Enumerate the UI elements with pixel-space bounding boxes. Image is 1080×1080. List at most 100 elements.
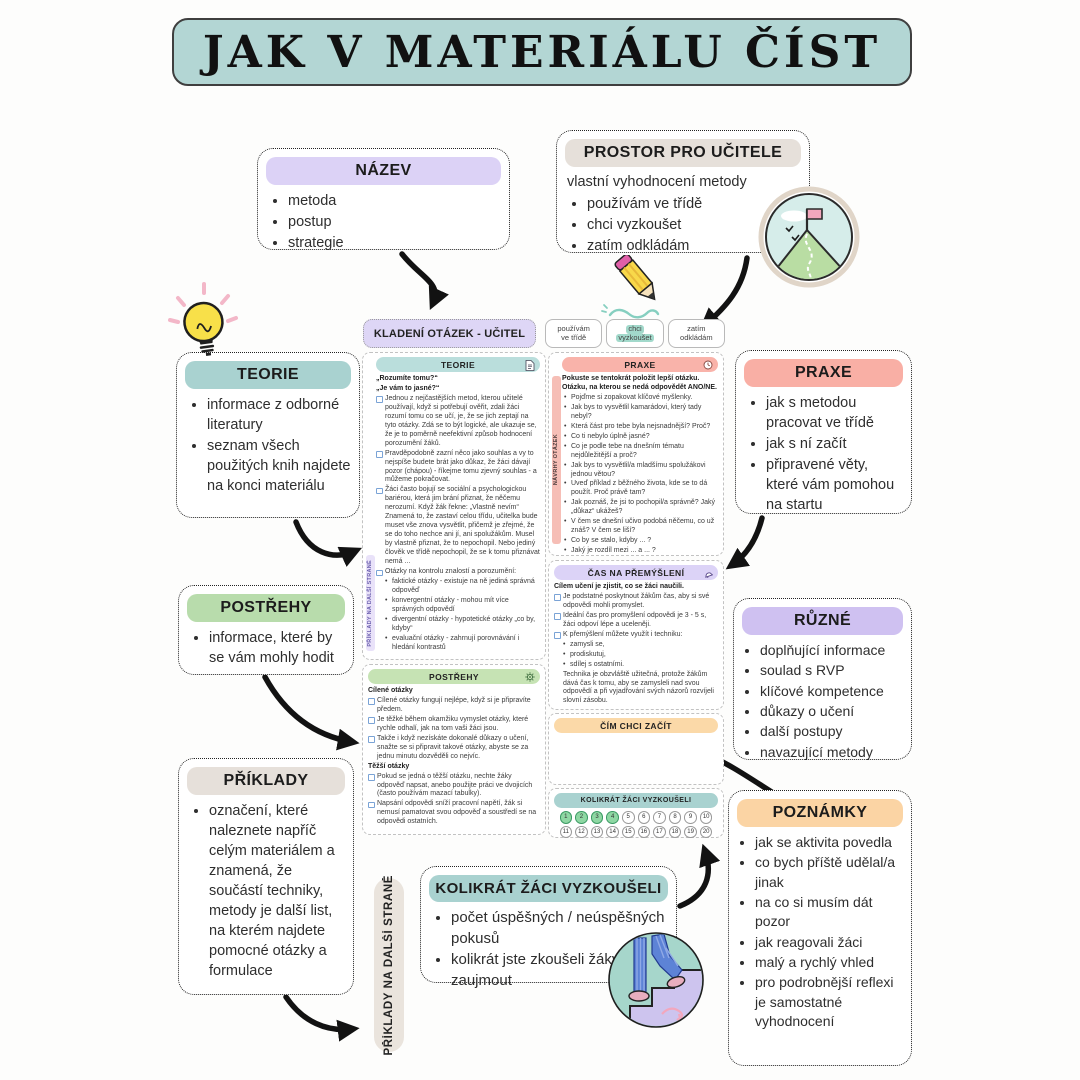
attempt-circle-20[interactable]: 20 [699,825,713,839]
arrow-priklady-to-sidepill [283,994,360,1042]
tab-chci-vyzkouset[interactable]: chci vyzkoušet [606,319,664,348]
arrow-postrehy-to-minipage [262,674,360,751]
tab-zatim-odkladam[interactable]: zatím odkládám [667,319,725,348]
text-block-bullet: Jak poznáš, že jsi to pochopil/a správně… [562,499,718,517]
attempt-circle-1[interactable]: 1 [559,811,573,824]
tab-label: používám [557,323,590,333]
callout-poznamky-title: POZNÁMKY [737,799,903,827]
list-item: soulad s RVP [760,661,903,680]
text-block-sub: sdílej s ostatními. [554,661,718,670]
document-icon [525,359,535,371]
attempt-circle-6[interactable]: 6 [637,811,651,824]
tab-pouzivam-ve-tride[interactable]: používám ve třídě [545,319,603,348]
callout-prostor-pro-ucitele: PROSTOR PRO UČITELE vlastní vyhodnocení … [556,130,810,256]
cim-chci-zacit-input-area[interactable] [554,736,718,780]
attempt-circle-13[interactable]: 13 [590,825,604,839]
list-item: chci vyzkoušet [587,215,801,235]
attempt-circle-16[interactable]: 16 [637,825,651,839]
list-item: jak s metodou pracovat ve třídě [766,393,903,433]
minipage-kolikrat-header: KOLIKRÁT ŽÁCI VYZKOUŠELI [554,793,718,808]
text-block-bold: Pokuste se tentokrát položit lepší otázk… [562,375,717,391]
callout-praxe: PRAXE jak s metodou pracovat ve třídějak… [735,350,912,514]
bell-icon [705,571,713,578]
strip-text: PŘÍKLADY NA DALŠÍ STRANĚ [367,559,373,647]
attempt-circle-15[interactable]: 15 [621,825,635,839]
text-block-bold: Cílem učení je zjistit, co se žáci nauči… [554,583,684,590]
text-block-check: Žáci často bojují se sociální a psycholo… [376,486,540,567]
text-block-bullet: Co ti nebylo úplně jasné? [562,433,718,442]
callout-prostor-title: PROSTOR PRO UČITELE [565,139,801,167]
callout-kolikrat-list: počet úspěšných / neúspěšných pokusůkoli… [429,908,668,992]
list-item: navazující metody [760,743,903,762]
attempt-circle-7[interactable]: 7 [653,811,666,824]
attempt-circle-8[interactable]: 8 [668,811,682,824]
callout-nazev-title: NÁZEV [266,157,501,185]
list-item: jak se aktivita povedla [755,833,903,852]
attempt-circle-10[interactable]: 10 [699,811,713,824]
strip-priklady-na-dalsi-strane: PŘÍKLADY NA DALŠÍ STRANĚ [365,555,375,651]
circle-row: 1 2 3 4 5 6 7 8 9 10 [559,811,713,824]
gear-icon [525,671,535,682]
minipage-cas-header: ČAS NA PŘEMÝŠLENÍ [554,565,718,580]
list-item: malý a rychlý vhled [755,953,903,972]
page-title-text: JAK V MATERIÁLU ČÍST [202,26,882,78]
minipage-cas-body: Cílem učení je zjistit, co se žáci nauči… [554,583,718,706]
callout-teorie: TEORIE informace z odborné literaturysez… [176,352,360,518]
minipage-header: KLADENÍ OTÁZEK - UČITEL [363,319,536,348]
attempt-circle-14[interactable]: 14 [606,825,619,839]
attempt-circle-11[interactable]: 11 [559,825,573,839]
text-block-check: Je podstatné poskytnout žákům čas, aby s… [554,593,718,611]
callout-teorie-list: informace z odborné literaturyseznam vše… [185,395,351,496]
text-block-check: Otázky na kontrolu znalostí a porozumění… [376,568,540,577]
list-item: klíčové kompetence [760,682,903,701]
attempt-circle-17[interactable]: 17 [653,825,666,839]
text-block-check: Napsání odpovědi sníží pracovní napětí, … [368,800,540,827]
attempt-circle-19[interactable]: 19 [684,825,697,839]
strip-navrhy-otazek: NÁVRHY OTÁZEK [551,376,561,544]
text-block-sub: konvergentní otázky - mohou mít více spr… [376,597,540,615]
attempt-circle-18[interactable]: 18 [668,825,682,839]
attempt-circle-5[interactable]: 5 [621,811,635,824]
text-block-check: K přemýšlení můžete využít i techniku: [554,631,718,640]
text-block-check: Ideální čas pro promyšlení odpovědi je 3… [554,612,718,630]
attempt-circle-12[interactable]: 12 [575,825,588,839]
side-label-text: PŘÍKLADY NA DALŠÍ STRANĚ [383,874,395,1056]
callout-priklady-title: PŘÍKLADY [187,767,345,795]
callout-nazev-list: metodapostupstrategie [266,191,501,253]
minipage-teorie-body: „Rozumíte tomu?“ „Je vám to jasné?“ Jednou… [376,375,540,653]
callout-kolikrat-title: KOLIKRÁT ŽÁCI VYZKOUŠELI [429,875,668,902]
attempt-circle-9[interactable]: 9 [684,811,697,824]
list-item: zatím odkládám [587,236,801,256]
text-block-check: Je těžké během okamžiku vymyslet otázky,… [368,716,540,734]
attempt-circle-4[interactable]: 4 [606,811,619,824]
attempt-circles: 1 2 3 4 5 6 7 8 9 10 11 12 13 14 15 16 17 18 19 20 [554,811,718,839]
minipage-praxe-title: PRAXE [624,359,656,370]
list-item: jak reagovali žáci [755,933,903,952]
text-block-bullet: Která část pro tebe byla nejsnadnější? P… [562,423,718,432]
text-block-bold: Cílené otázky [368,687,413,694]
minipage-section-praxe: PRAXE Pokuste se tentokrát položit lepší… [548,352,724,556]
text-block-bullet: V čem se dnešní učivo podobá něčemu, co … [562,518,718,536]
attempt-circle-3[interactable]: 3 [590,811,604,824]
minipage-cim-header: ČÍM CHCI ZAČÍT [554,718,718,733]
list-item: postup [288,212,501,232]
text-block-bullet: Jak bys to vysvětlil kamarádovi, který t… [562,404,718,422]
arrow-kolikrat-to-circles [677,843,721,909]
text-block-sub: prodiskutuj, [554,651,718,660]
minipage-cim-title: ČÍM CHCI ZAČÍT [600,720,672,731]
callout-praxe-list: jak s metodou pracovat ve třídějak s ní … [744,393,903,515]
minipage-section-teorie: TEORIE „Rozumíte tomu?“ „Je vám to jasné?… [362,352,546,660]
callout-teorie-title: TEORIE [185,361,351,389]
text-block-bold: Těžší otázky [368,762,410,770]
callout-poznamky: POZNÁMKY jak se aktivita povedlaco bych … [728,790,912,1066]
attempt-circle-2[interactable]: 2 [575,811,588,824]
minipage-section-postrehy: POSTŘEHY Cílené otázky Cílené otázky fung… [362,664,546,835]
minipage-teorie-header: TEORIE [376,357,540,372]
callout-prostor-intro: vlastní vyhodnocení metody [567,174,747,190]
callout-poznamky-list: jak se aktivita povedlaco bych příště ud… [737,833,903,1031]
text-block-sub: faktické otázky - existuje na ně jediná … [376,578,540,596]
minipage-kolikrat-title: KOLIKRÁT ŽÁCI VYZKOUŠELI [580,797,692,804]
list-item: důkazy o učení [760,702,903,721]
list-item: další postupy [760,722,903,741]
callout-postrehy-title: POSTŘEHY [187,594,345,622]
